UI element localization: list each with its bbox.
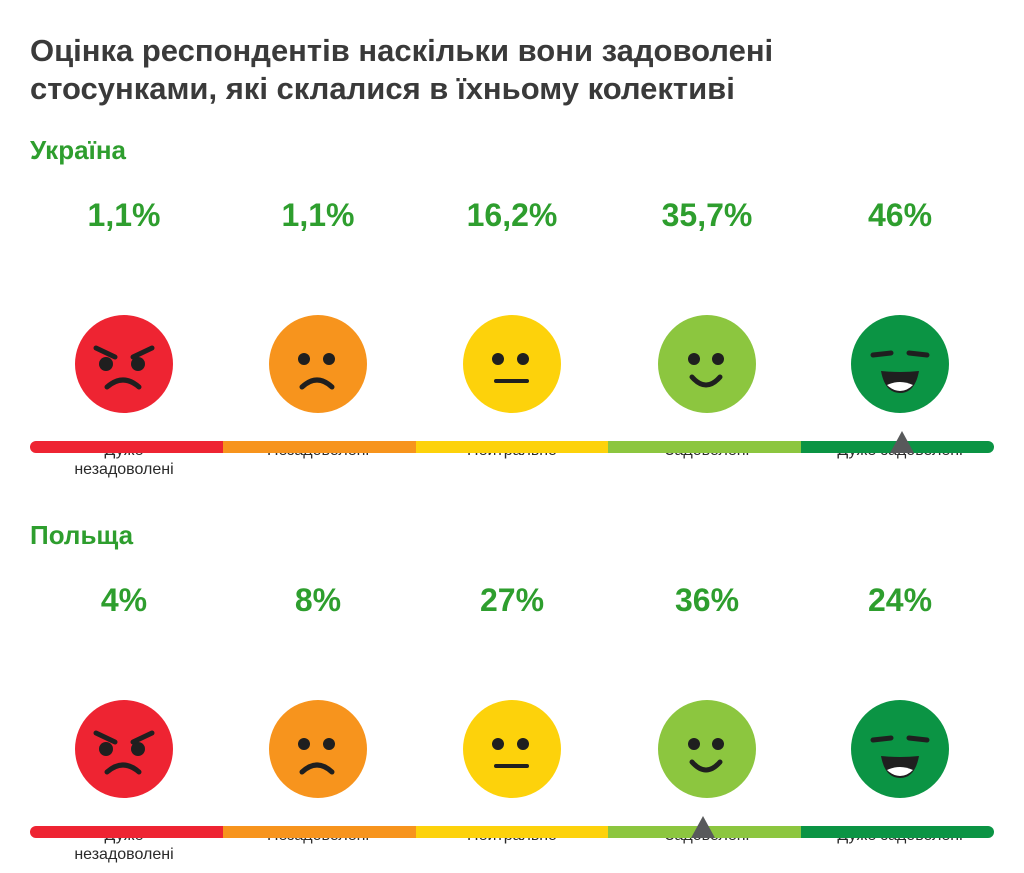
scale-segment <box>30 826 223 838</box>
smile-face-icon <box>658 315 756 413</box>
scale-segment <box>801 826 994 838</box>
scale-marker-icon <box>690 816 715 838</box>
scale-ukraine <box>30 431 994 471</box>
category-item: 36%Задоволені <box>607 582 807 844</box>
sad-face-icon <box>269 700 367 798</box>
category-item: 1,1%Дуженезадоволені <box>24 197 224 478</box>
percentage-label: 35,7% <box>661 197 753 233</box>
scale-segment <box>30 441 223 453</box>
angry-face-icon <box>75 315 173 413</box>
neutral-face-icon <box>463 315 561 413</box>
chart-title-line-2: стосунками, які склалися в їхньому колек… <box>30 71 735 106</box>
scale-bar <box>30 441 994 453</box>
scale-segment <box>222 441 416 453</box>
category-item: 46%Дуже задоволені <box>800 197 1000 459</box>
category-item: 8%Незадоволені <box>218 582 418 844</box>
country-label-ukraine: Україна <box>30 135 127 165</box>
scale-bar <box>30 826 994 838</box>
category-item: 16,2%Нейтрально <box>412 197 612 459</box>
category-label-line: незадоволені <box>74 461 174 478</box>
angry-face-icon <box>75 700 173 798</box>
chart-title: Оцінка респондентів наскільки вони задов… <box>30 32 990 108</box>
percentage-label: 1,1% <box>281 197 355 233</box>
percentage-label: 27% <box>479 582 545 618</box>
percentage-label: 1,1% <box>87 197 161 233</box>
percentage-label: 24% <box>867 582 933 618</box>
scale-segment <box>222 826 416 838</box>
scale-segment <box>415 441 609 453</box>
smile-face-icon <box>658 700 756 798</box>
chart-title-line-1: Оцінка респондентів наскільки вони задов… <box>30 33 774 68</box>
category-item: 4%Дуженезадоволені <box>24 582 224 863</box>
section-ukraine: Україна 1,1%Дуженезадоволені1,1%Незадово… <box>0 135 1024 478</box>
neutral-face-icon <box>463 700 561 798</box>
scale-segment <box>608 441 802 453</box>
percentage-label: 36% <box>674 582 740 618</box>
percentage-label: 4% <box>100 582 148 618</box>
scale-marker-icon <box>890 431 915 453</box>
category-item: 24%Дуже задоволені <box>800 582 1000 844</box>
grin-face-icon <box>851 700 949 798</box>
sad-face-icon <box>269 315 367 413</box>
country-label-poland: Польща <box>30 520 134 550</box>
category-item: 1,1%Незадоволені <box>218 197 418 459</box>
section-poland: Польща 4%Дуженезадоволені8%Незадоволені2… <box>0 520 1024 863</box>
percentage-label: 16,2% <box>466 197 558 233</box>
percentage-label: 8% <box>294 582 342 618</box>
category-item: 35,7%Задоволені <box>607 197 807 459</box>
category-label-line: незадоволені <box>74 846 174 863</box>
scale-segment <box>415 826 609 838</box>
percentage-label: 46% <box>867 197 933 233</box>
scale-poland <box>30 816 994 856</box>
grin-face-icon <box>851 315 949 413</box>
category-item: 27%Нейтрально <box>412 582 612 844</box>
